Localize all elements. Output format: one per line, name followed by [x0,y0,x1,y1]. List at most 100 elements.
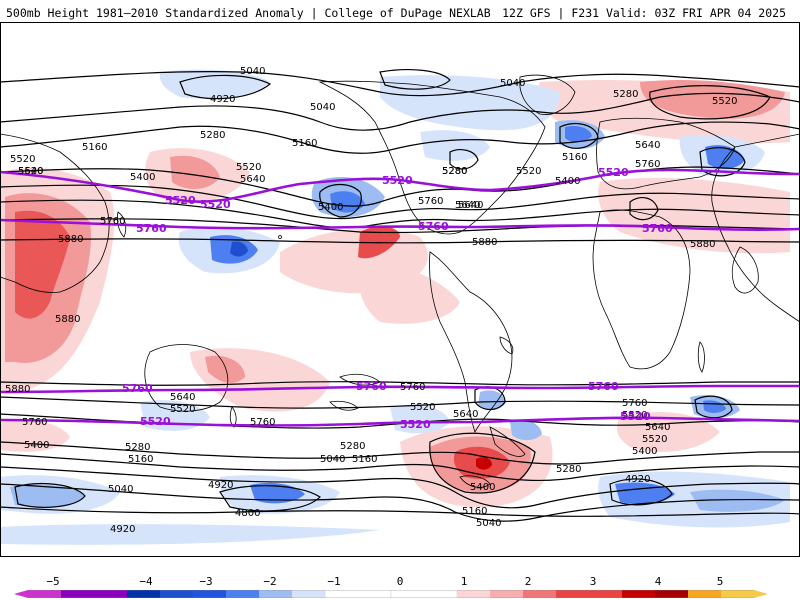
contour-5040-north [0,71,800,97]
cool-anomaly-central-pacific-deep [230,241,248,257]
contour-label: 5520 [10,154,35,165]
contour-closed-high-arctic [379,69,451,90]
highlight-label: 5520 [382,174,413,187]
contour-label: 5280 [340,441,365,452]
contour-label: 5280 [200,130,225,141]
colorbar-arrow-right [754,590,768,598]
colorbar-label: −2 [263,575,277,588]
contour-label: 5880 [55,314,80,325]
contour-5040-south [0,483,800,522]
cool-anomaly-southern-edge [0,524,380,545]
contour-label: 4920 [210,94,235,105]
contour-labels-south: 5880 5760 5640 5520 5760 5400 5280 5160 … [5,382,670,535]
contour-label: 5040 [476,518,501,529]
colorbar-swatch [127,590,160,598]
contour-label: 5160 [562,152,587,163]
contour-label: 5640 [453,409,478,420]
highlight-contour-5760-north [0,218,800,231]
highlight-label: 5760 [122,382,153,395]
contour-label: 5640 [458,200,483,211]
highlight-contour-labels: 5520 5760 5520 5760 5520 5760 5520 5760 … [122,166,673,431]
highlight-label: 5760 [588,380,619,393]
colorbar-label: 1 [460,575,468,588]
contour-label: 5400 [632,446,657,457]
contour-5280-south [0,453,800,482]
contour-label: 5280 [125,442,150,453]
contour-label: 5040 [500,78,525,89]
contour-label: 5760 [622,398,647,409]
highlight-label: 5520 [165,194,196,207]
contour-5760-north [0,218,800,234]
colorbar-swatch [324,590,392,598]
colorbar-label: 2 [524,575,532,588]
highlight-label: 5520 [598,166,629,179]
coastline-greenland [519,74,576,115]
highlight-label: 5520 [200,198,231,211]
coastline-north-america [318,80,546,235]
contour-label: 4920 [110,524,135,535]
coastline-japan [116,211,127,238]
contour-label: 5040 [310,102,335,113]
contour-label: 5280 [442,166,467,177]
cool-anomaly-cape-horn [478,390,505,411]
contour-label: 5520 [516,166,541,177]
coastline-europe [596,117,736,190]
coastlines [0,74,800,488]
contour-closed-low-east-atlantic [629,196,659,221]
contour-5400-south [0,441,800,465]
contour-5280-north [0,121,800,154]
contour-label: 5880 [5,384,30,395]
height-contours [0,69,800,522]
contour-label: 5640 [240,174,265,185]
contour-4920-north [179,74,272,100]
cool-anomaly-southern-ocean-east-mid [690,489,785,512]
header: 500mb Height 1981–2010 Standardized Anom… [0,0,800,22]
colorbar-label: −1 [327,575,341,588]
cool-anomaly-northeast-pacific-core [330,191,365,213]
colorbar-swatch [556,590,589,598]
colorbar-swatch [292,590,325,598]
highlight-label: 5760 [418,220,449,233]
contour-4800-south [219,485,321,512]
contour-label: 5400 [318,202,343,213]
colorbar-label: −4 [139,575,153,588]
contour-label: 5520 [642,434,667,445]
contour-label: 5400 [470,482,495,493]
warm-anomaly-north-pacific-core [170,155,220,189]
warm-anomaly-south-atlantic-peak [476,457,492,470]
contour-5760-south [0,396,800,409]
colorbar-label: 3 [589,575,597,588]
contour-label: 5160 [292,138,317,149]
contour-5160-south [0,466,800,509]
cool-anomaly-south-atlantic-west [390,405,450,434]
contour-label: 5520 [18,166,43,177]
colorbar-swatch [94,590,127,598]
colorbar-swatch [259,590,292,598]
contour-closed-high-south-atlantic [429,432,536,494]
cool-anomaly-southern-ocean-west-core [10,484,85,507]
coastline-south-america [429,251,513,434]
colorbar-label: 4 [654,575,662,588]
colorbar-swatch [390,590,458,598]
contour-label: 5280 [442,166,467,177]
contour-5640-north [0,199,800,229]
highlight-contours [0,168,800,427]
contour-label: 5160 [128,454,153,465]
contour-label: 5760 [400,382,425,393]
contour-label: 5640 [635,140,660,151]
coastline-africa [592,209,691,370]
colorbar-label: 5 [716,575,724,588]
coastline-pacific-island-3 [459,475,491,488]
warm-anomaly-east-asia-strong [15,210,70,319]
cool-anomaly-greenland-core [565,126,592,143]
contour-label: 5280 [556,464,581,475]
contour-label: 5760 [418,196,443,207]
contour-closed-low-russia [699,147,746,177]
coastline-hawaii [278,235,282,239]
colorbar-swatch [490,590,523,598]
colorbar-swatch [622,590,655,598]
contour-label: 4920 [208,480,233,491]
colorbar-swatch [226,590,259,598]
highlight-label: 5760 [642,222,673,235]
contour-labels-north: 5040 4920 5040 5040 5280 5520 5160 5280 … [10,66,737,325]
